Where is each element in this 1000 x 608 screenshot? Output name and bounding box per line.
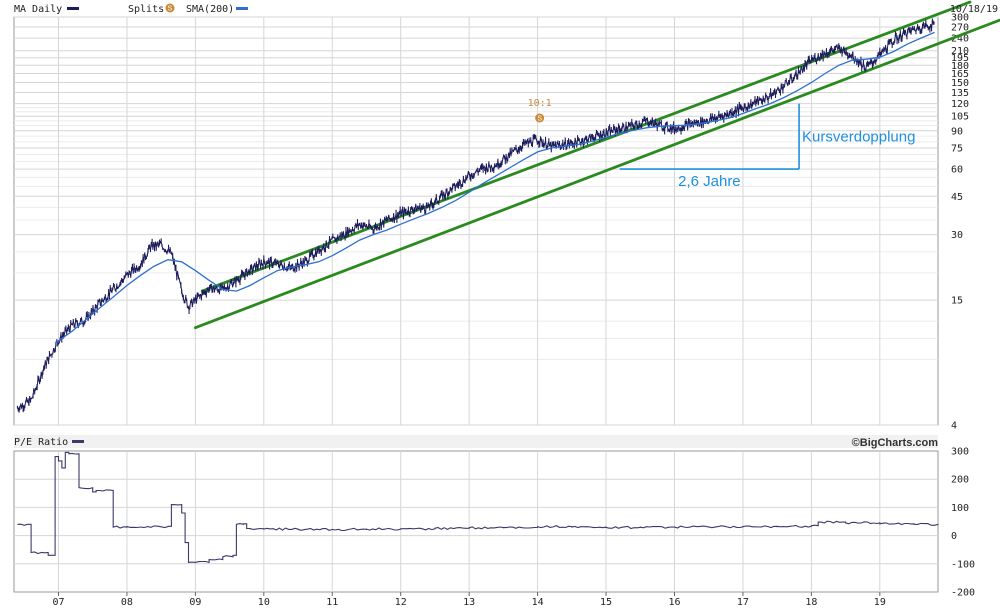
price-y-tick-label: 45 — [951, 192, 963, 203]
price-y-tick-label: 135 — [951, 88, 969, 99]
pe-plot-area — [13, 450, 939, 593]
price-y-tick-label: 270 — [951, 22, 969, 33]
date-label: 10/18/19 — [950, 4, 998, 15]
pe-header-bar — [14, 435, 938, 448]
price-y-tick-label: 30 — [951, 230, 963, 241]
price-y-tick-label: 90 — [951, 126, 963, 137]
splits-badge: S — [168, 6, 173, 13]
pe-grid — [14, 451, 938, 592]
splits-label: Splits — [128, 4, 164, 15]
pe-label: P/E Ratio — [14, 437, 68, 448]
price-y-tick-label: 300 — [951, 13, 969, 24]
x-tick-label: 15 — [600, 597, 612, 608]
splits-legend-icon — [165, 3, 175, 13]
price-y-tick-label: 180 — [951, 61, 969, 72]
sma-line — [54, 31, 935, 344]
split-badge: S — [537, 116, 542, 123]
duration-label: 2,6 Jahre — [678, 173, 741, 190]
pe-y-tick-label: -200 — [951, 588, 975, 599]
pe-y-tick-label: 100 — [951, 503, 969, 514]
price-line — [16, 20, 935, 412]
series-label: MA Daily — [14, 4, 62, 15]
x-tick-label: 08 — [121, 597, 133, 608]
pe-y-tick-label: 0 — [951, 531, 957, 542]
series-legend-swatch — [67, 7, 79, 10]
pe-legend-swatch — [72, 440, 84, 443]
x-tick-label: 17 — [737, 597, 749, 608]
pe-series — [17, 451, 939, 564]
pe-y-tick-label: 200 — [951, 475, 969, 486]
x-tick-label: 16 — [668, 597, 680, 608]
price-y-tick-label: 15 — [951, 296, 963, 307]
split-marker: 10:1 S — [528, 98, 552, 123]
x-tick-label: 13 — [463, 597, 475, 608]
doubling-label: Kursverdopplung — [802, 128, 915, 145]
pe-y-tick-label: -100 — [951, 559, 975, 570]
price-y-tick-label: 105 — [951, 112, 969, 123]
split-ratio-label: 10:1 — [528, 98, 552, 109]
x-tick-label: 12 — [395, 597, 407, 608]
price-y-tick-label: 165 — [951, 69, 969, 80]
brand-credit: ©BigCharts.com — [852, 437, 939, 449]
x-tick-label: 09 — [189, 597, 201, 608]
price-series — [16, 18, 935, 413]
x-tick-label: 19 — [874, 597, 886, 608]
pe-panel: P/E Ratio ©BigCharts.com 300 200 100 0 -100 -… — [13, 435, 975, 608]
x-tick-label: 18 — [805, 597, 817, 608]
doubling-annotation: Kursverdopplung 2,6 Jahre — [619, 103, 915, 190]
pe-line — [17, 451, 939, 564]
split-icon — [535, 113, 545, 123]
price-y-tick-label: 60 — [951, 165, 963, 176]
sma-series — [54, 31, 935, 344]
sma-label: SMA(200) — [186, 4, 234, 15]
sma-legend-swatch — [236, 7, 248, 10]
pe-y-tick-label: 300 — [951, 447, 969, 458]
price-y-tick-label: 75 — [951, 144, 963, 155]
price-y-tick-label: 210 — [951, 46, 969, 57]
price-y-tick-label: 120 — [951, 99, 969, 110]
x-tick-label: 07 — [52, 597, 64, 608]
price-y-tick-label: 195 — [951, 53, 969, 64]
x-axis-ticks: 07 08 09 10 11 12 13 14 15 16 17 18 19 — [52, 592, 886, 608]
x-tick-label: 11 — [326, 597, 338, 608]
x-tick-label: 14 — [532, 597, 544, 608]
price-y-tick-label: 150 — [951, 78, 969, 89]
pe-y-ticks: 300 200 100 0 -100 -200 — [951, 447, 975, 599]
x-tick-label: 10 — [258, 597, 270, 608]
price-y-tick-label: 240 — [951, 34, 969, 45]
price-y-tick-label: 4 — [951, 421, 957, 432]
